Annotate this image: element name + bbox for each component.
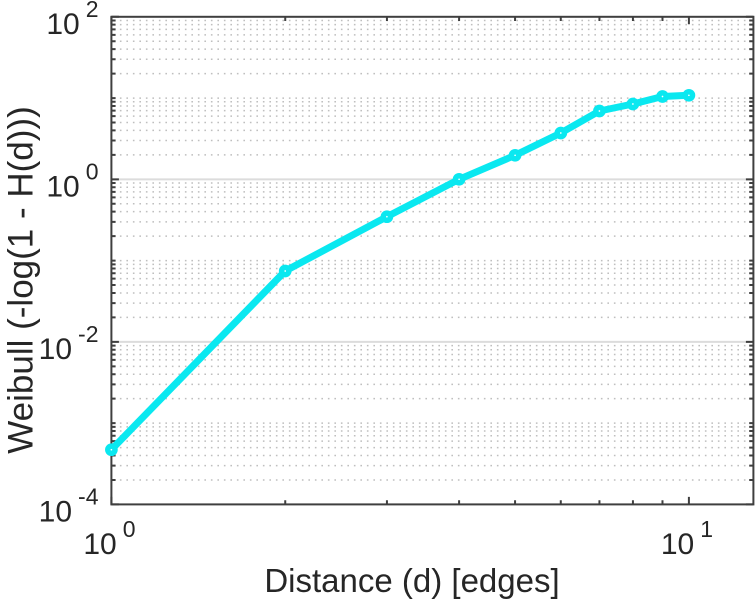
- svg-text:Distance (d) [edges]: Distance (d) [edges]: [264, 562, 559, 599]
- svg-text:Weibull (-log(1 - H(d))): Weibull (-log(1 - H(d))): [2, 106, 41, 453]
